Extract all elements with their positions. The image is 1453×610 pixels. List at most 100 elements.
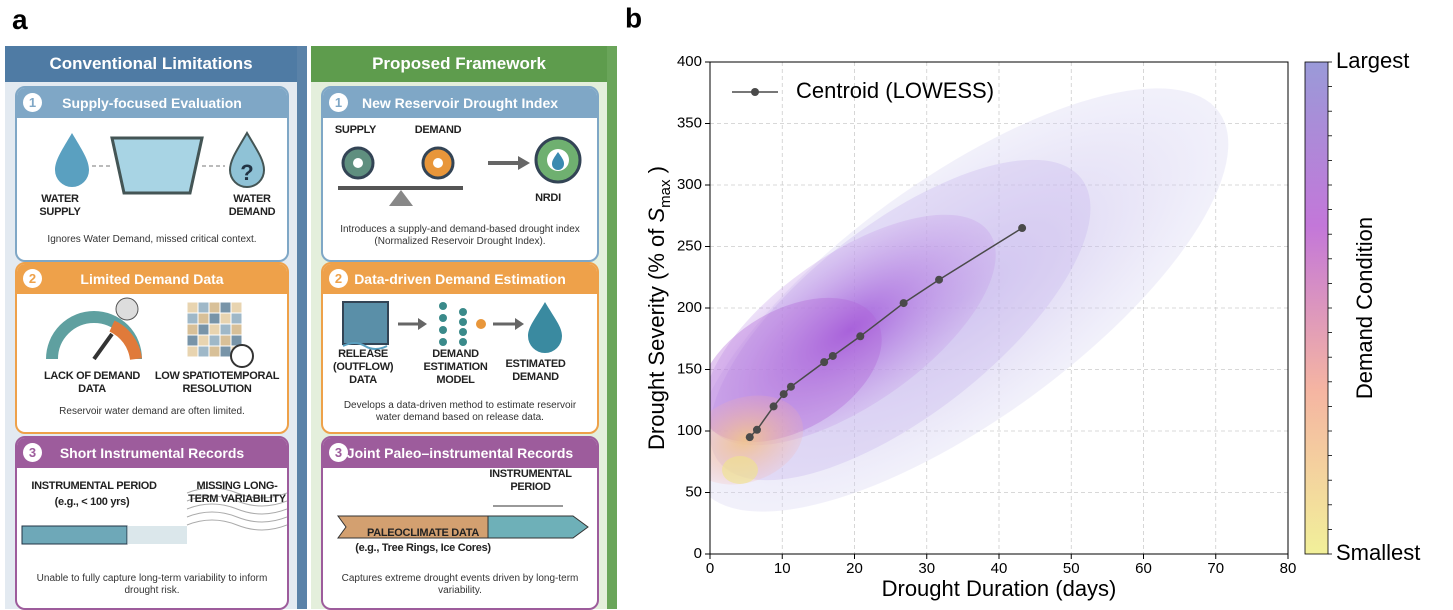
card-header: 3 Joint Paleo–instrumental Records <box>323 438 597 468</box>
icon-label: MISSING LONG-TERM VARIABILITY <box>188 480 286 505</box>
marker <box>899 299 908 308</box>
legend-label: Centroid (LOWESS) <box>796 78 994 103</box>
icon <box>46 297 254 368</box>
svg-text:?: ? <box>240 160 253 185</box>
y-tick-label: 50 <box>685 483 702 500</box>
x-tick-label: 70 <box>1207 560 1224 577</box>
y-tick-label: 300 <box>677 176 702 193</box>
icon <box>21 487 287 545</box>
x-tick-label: 80 <box>1280 560 1297 577</box>
icon-label: SUPPLY <box>334 124 377 136</box>
colorbar-label: Demand Condition <box>1352 217 1377 399</box>
panel-label: b <box>625 2 642 33</box>
card-number: 3 <box>329 443 348 462</box>
x-tick-label: 40 <box>991 560 1008 577</box>
card: 3 Joint Paleo–instrumental Records INSTRUM… <box>321 436 599 610</box>
card-number: 2 <box>23 269 42 288</box>
panel-a: a Conventional Limitations ? 1 Supply-focu… <box>0 0 620 610</box>
card-title: New Reservoir Drought Index <box>361 95 559 111</box>
card-number: 1 <box>329 93 348 112</box>
icon-label: LOW SPATIOTEMPORAL RESOLUTION <box>154 370 280 395</box>
card: 1 New Reservoir Drought Index SUPPLY DEMAND… <box>321 86 599 262</box>
card-header: 2 Limited Demand Data <box>17 264 287 294</box>
icon-label: (e.g., < 100 yrs) <box>54 496 130 508</box>
card-number: 2 <box>329 269 348 288</box>
icon-label: ESTIMATED DEMAND <box>505 358 566 383</box>
column: Proposed Framework 1 New Reservoir Drough… <box>311 46 617 610</box>
card-caption: Develops a data-driven method to estimat… <box>343 400 577 423</box>
icon-label: DEMAND ESTIMATION MODEL <box>423 348 488 386</box>
x-tick-label: 50 <box>1063 560 1080 577</box>
x-axis-label: Drought Duration (days) <box>882 576 1117 601</box>
card-title: Data-driven Demand Estimation <box>354 271 566 287</box>
y-axis-label: Drought Severity (% of Smax ) <box>644 166 675 450</box>
density-contours <box>710 88 1229 512</box>
icon-label: DEMAND <box>414 124 462 136</box>
legend-marker <box>751 88 759 96</box>
density-contour <box>722 456 758 484</box>
y-tick-label: 200 <box>677 299 702 316</box>
marker <box>769 402 778 411</box>
x-tick-label: 20 <box>846 560 863 577</box>
marker <box>828 351 837 360</box>
density-contour <box>710 395 804 485</box>
card-caption: Reservoir water demand are often limited… <box>59 406 245 417</box>
column-title: Proposed Framework <box>311 46 607 82</box>
marker <box>752 425 761 434</box>
icon-label: LACK OF DEMAND DATA <box>43 370 140 395</box>
card-header: 2 Data-driven Demand Estimation <box>323 264 597 294</box>
y-axis-label-part: ) <box>644 166 669 179</box>
density-contour <box>710 214 996 446</box>
y-tick-label: 350 <box>677 114 702 131</box>
marker <box>1018 224 1027 233</box>
icon-label: PALEOCLIMATE DATA <box>366 527 480 539</box>
card: 2 Limited Demand Data LACK OF DEMAND DATA L… <box>15 262 289 434</box>
card-header: 1 Supply-focused Evaluation <box>17 88 287 118</box>
card-caption: Unable to fully capture long-term variab… <box>36 573 268 596</box>
icon-label: (e.g., Tree Rings, Ice Cores) <box>355 542 491 554</box>
y-tick-label: 250 <box>677 237 702 254</box>
icon-label: NRDI <box>535 192 561 204</box>
y-tick-label: 100 <box>677 422 702 439</box>
icon <box>337 505 589 539</box>
y-tick-label: 400 <box>677 53 702 70</box>
card-title: Joint Paleo–instrumental Records <box>346 445 574 461</box>
card-number: 3 <box>23 443 42 462</box>
icon-label: WATER DEMAND <box>228 193 276 218</box>
icon: ? <box>55 131 266 195</box>
card: ? 1 Supply-focused Evaluation WATER SUPPLY W… <box>15 86 289 262</box>
icon <box>342 301 562 353</box>
icon-label: RELEASE (OUTFLOW) DATA <box>333 348 394 386</box>
y-tick-label: 150 <box>677 360 702 377</box>
card-title: Limited Demand Data <box>80 271 224 287</box>
column-title: Conventional Limitations <box>5 46 297 82</box>
x-tick-label: 30 <box>918 560 935 577</box>
marker <box>856 332 865 341</box>
card-caption: Introduces a supply-and demand-based dro… <box>340 224 580 247</box>
card-number: 1 <box>23 93 42 112</box>
marker <box>745 433 754 442</box>
card-caption: Captures extreme drought events driven b… <box>341 573 579 596</box>
card: 3 Short Instrumental Records INSTRUMENTAL … <box>15 436 289 610</box>
colorbar <box>1304 61 1329 555</box>
y-axis-label-part: max <box>657 179 674 208</box>
marker <box>779 390 788 399</box>
x-tick-label: 10 <box>774 560 791 577</box>
x-tick-label: 60 <box>1135 560 1152 577</box>
card-header: 1 New Reservoir Drought Index <box>323 88 597 118</box>
icon-label: INSTRUMENTAL PERIOD <box>31 480 157 492</box>
card-caption: Ignores Water Demand, missed critical co… <box>47 234 257 245</box>
card-header: 3 Short Instrumental Records <box>17 438 287 468</box>
x-tick-label: 0 <box>706 560 714 577</box>
colorbar-tick-label: Smallest <box>1336 540 1420 565</box>
panel-label: a <box>12 4 28 35</box>
colorbar-tick-label: Largest <box>1336 48 1409 73</box>
card-title: Short Instrumental Records <box>59 445 245 461</box>
icon <box>338 136 582 206</box>
icon-label: INSTRUMENTAL PERIOD <box>489 468 572 493</box>
y-axis-label-part: S <box>644 208 669 223</box>
column: Conventional Limitations ? 1 Supply-focuse… <box>5 46 307 610</box>
icon-label: WATER SUPPLY <box>39 193 81 218</box>
y-tick-label: 0 <box>694 545 702 562</box>
